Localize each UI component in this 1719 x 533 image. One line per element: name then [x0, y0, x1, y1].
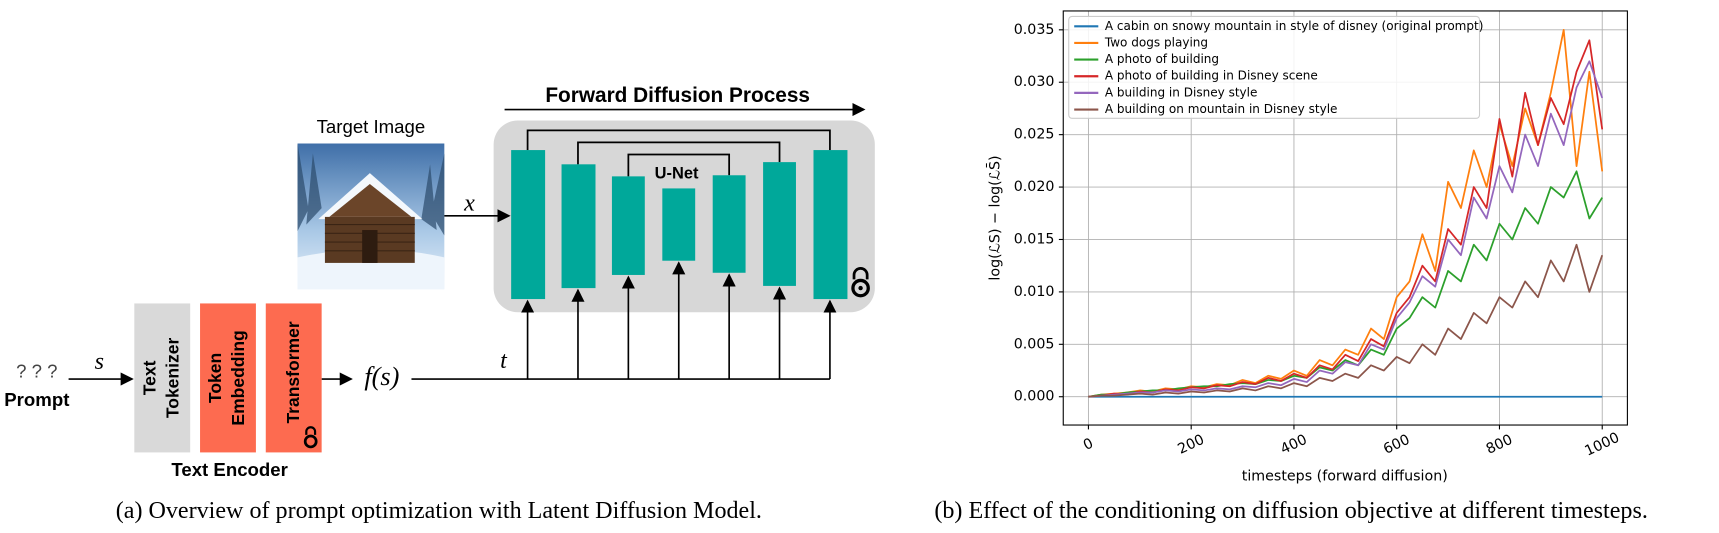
series-line: [1088, 170, 1603, 398]
legend: A cabin on snowy mountain in style of di…: [1068, 15, 1484, 119]
block-label: Token: [205, 353, 225, 403]
y-axis-label: log(ℒS) − log(ℒS̄): [986, 155, 1004, 280]
prompt-label: Prompt: [4, 389, 69, 410]
encoder-label: Text Encoder: [171, 459, 288, 480]
block-label: Transformer: [283, 321, 303, 423]
t-symbol: t: [500, 348, 508, 374]
legend-label: A photo of building: [1105, 52, 1219, 66]
legend-label: A cabin on snowy mountain in style of di…: [1105, 19, 1484, 33]
legend-label: Two dogs playing: [1104, 35, 1208, 49]
target-image-label: Target Image: [317, 116, 426, 137]
t-arrows: [521, 261, 837, 380]
x-tick-label: 1000: [1582, 430, 1622, 460]
y-tick-label: 0.000: [1014, 389, 1055, 405]
y-tick-label: 0.005: [1014, 336, 1055, 352]
series-line: [1088, 39, 1604, 398]
lock-icon: [851, 267, 870, 298]
x-tick-label: 800: [1484, 432, 1515, 458]
unet-label: U-Net: [655, 165, 699, 183]
diagram: Forward Diffusion Process U-Net Target I…: [4, 84, 875, 524]
y-tick-label: 0.010: [1014, 284, 1055, 300]
legend-box: [1068, 15, 1481, 119]
fs-symbol: f(s): [364, 362, 399, 391]
y-tick-label: 0.030: [1014, 74, 1055, 90]
chart: (b) Effect of the conditioning on diffus…: [934, 10, 1648, 524]
legend-label: A photo of building in Disney scene: [1105, 69, 1318, 83]
x-tick-label: 400: [1278, 432, 1309, 458]
legend-label: A building on mountain in Disney style: [1105, 102, 1338, 116]
embedding-block: [200, 303, 256, 453]
plot-frame: [1062, 10, 1628, 426]
legend-label: A building in Disney style: [1105, 85, 1258, 99]
x-axis-label: timesteps (forward diffusion): [1242, 469, 1448, 485]
caption: (a) Overview of prompt optimization with…: [116, 498, 762, 524]
y-tick-label: 0.035: [1014, 22, 1055, 38]
series-line: [1088, 243, 1604, 398]
s-symbol: s: [95, 349, 104, 375]
caption: (b) Effect of the conditioning on diffus…: [934, 498, 1647, 524]
unet-blocks: [511, 150, 848, 300]
target-image: [297, 143, 445, 290]
lock-icon: [303, 426, 318, 449]
block-label: Tokenizer: [162, 338, 182, 419]
tokenizer-block: [134, 303, 191, 453]
process-title: Forward Diffusion Process: [545, 84, 810, 107]
block-label: Text: [139, 360, 159, 395]
series-line: [1088, 60, 1604, 398]
block-label: Embedding: [228, 330, 248, 425]
skip-connections: [526, 129, 831, 177]
y-tick-label: 0.025: [1014, 127, 1055, 143]
x-tick-label: 600: [1381, 432, 1412, 458]
x-tick-label: 200: [1175, 432, 1206, 458]
y-tick-label: 0.020: [1014, 179, 1055, 195]
y-tick-label: 0.015: [1014, 231, 1055, 247]
x-tick-label: 0: [1081, 436, 1096, 454]
prompt-tokens: ? ? ?: [16, 360, 57, 381]
x-symbol: x: [463, 190, 475, 216]
